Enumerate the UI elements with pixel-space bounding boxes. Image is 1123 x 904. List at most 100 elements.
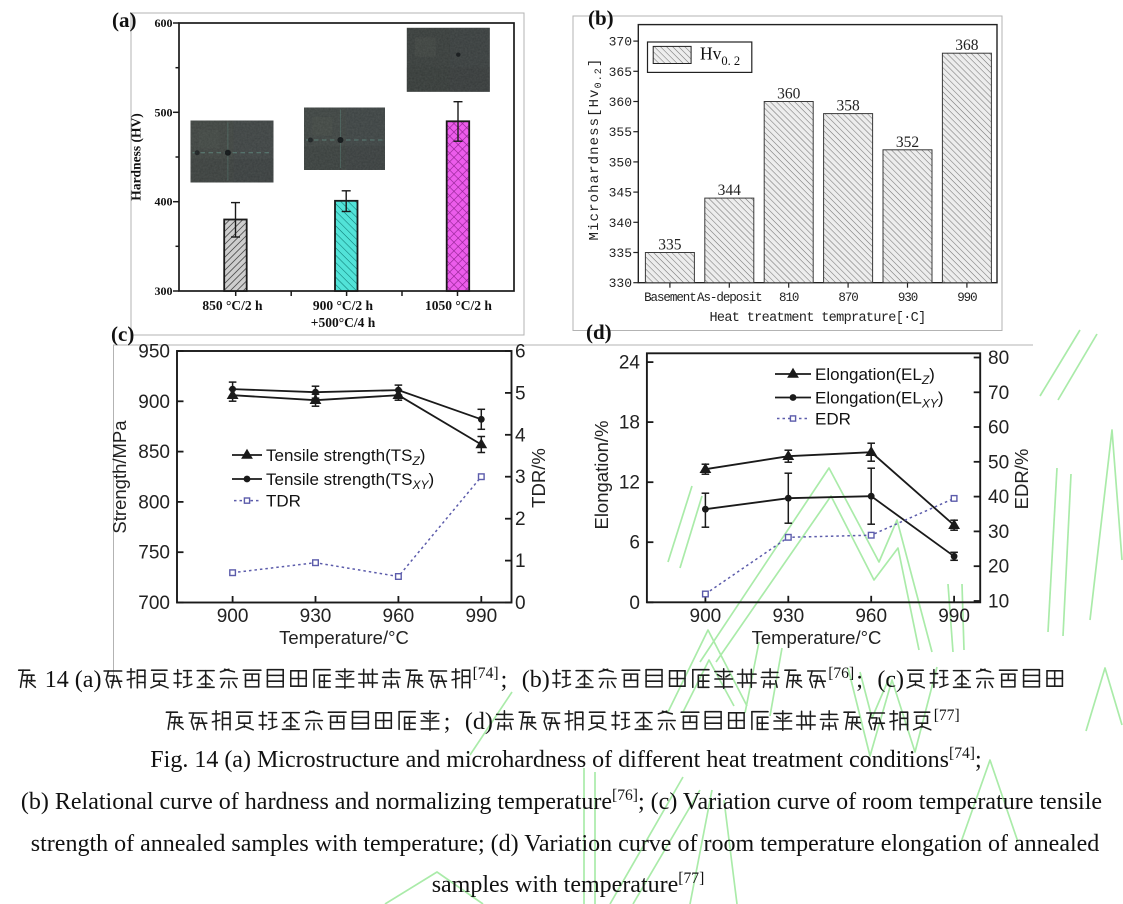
svg-text:365: 365 xyxy=(609,65,632,80)
svg-text:330: 330 xyxy=(609,276,632,291)
svg-text:900 °C/2 h: 900 °C/2 h xyxy=(313,298,374,313)
svg-text:344: 344 xyxy=(718,182,742,199)
svg-text:[76]: [76] xyxy=(612,787,638,804)
svg-text:600: 600 xyxy=(155,16,173,30)
svg-text:Microhardness[Hv0.2]: Microhardness[Hv0.2] xyxy=(587,58,605,241)
svg-text:60: 60 xyxy=(988,418,1009,439)
svg-text:[74]: [74] xyxy=(949,745,975,762)
svg-text:strength of annealed samples w: strength of annealed samples with temper… xyxy=(31,831,1100,857)
svg-text:;: ; xyxy=(856,667,863,693)
svg-text:14 (a): 14 (a) xyxy=(39,667,102,693)
svg-text:24: 24 xyxy=(619,353,641,374)
svg-text:(c): (c) xyxy=(111,322,134,346)
svg-text:6: 6 xyxy=(629,533,640,554)
svg-text:990: 990 xyxy=(938,606,970,627)
svg-text:Elongation(ELXY): Elongation(ELXY) xyxy=(815,389,944,411)
svg-text:5: 5 xyxy=(515,383,526,404)
svg-text:(b): (b) xyxy=(588,6,614,30)
svg-text:360: 360 xyxy=(609,95,632,110)
svg-text:70: 70 xyxy=(988,383,1009,404)
svg-text:900: 900 xyxy=(217,606,249,627)
svg-text:Heat treatment temprature[·C]: Heat treatment temprature[·C] xyxy=(709,311,925,326)
svg-text:Hardness (HV): Hardness (HV) xyxy=(129,113,144,200)
svg-text:1: 1 xyxy=(515,551,526,572)
svg-text:Basement: Basement xyxy=(644,291,696,305)
svg-text:;: ; xyxy=(975,747,982,773)
svg-text:4: 4 xyxy=(515,425,526,446)
svg-text:355: 355 xyxy=(609,125,632,140)
svg-text:(d): (d) xyxy=(586,320,612,344)
svg-text:12: 12 xyxy=(619,473,640,494)
svg-text:30: 30 xyxy=(988,522,1009,543)
svg-text:358: 358 xyxy=(836,98,860,115)
svg-text:[76]: [76] xyxy=(828,665,854,682)
svg-text:750: 750 xyxy=(138,543,170,564)
svg-text:870: 870 xyxy=(838,291,858,305)
svg-text:400: 400 xyxy=(155,195,173,209)
svg-text:350: 350 xyxy=(609,155,632,170)
svg-text:TDR: TDR xyxy=(266,492,301,511)
svg-text:1050 °C/2 h: 1050 °C/2 h xyxy=(425,298,492,313)
svg-text:360: 360 xyxy=(777,86,801,103)
svg-text:0: 0 xyxy=(515,593,526,614)
svg-text:;: ; xyxy=(501,667,508,693)
svg-text:[74]: [74] xyxy=(473,665,499,682)
svg-text:335: 335 xyxy=(609,246,632,261)
svg-text:50: 50 xyxy=(988,452,1009,473)
svg-text:; (c) Variation curve of room: ; (c) Variation curve of room temperatur… xyxy=(638,789,1102,815)
svg-text:(b): (b) xyxy=(522,667,550,693)
svg-text:335: 335 xyxy=(658,237,682,254)
svg-text:930: 930 xyxy=(772,606,804,627)
svg-text:352: 352 xyxy=(896,134,919,151)
svg-text:(d): (d) xyxy=(465,709,493,735)
svg-text:6: 6 xyxy=(515,342,526,363)
svg-text:345: 345 xyxy=(609,186,632,201)
svg-text:850: 850 xyxy=(138,442,170,463)
svg-text:Temperature/°C: Temperature/°C xyxy=(279,627,409,648)
svg-text:2: 2 xyxy=(515,509,526,530)
svg-text:80: 80 xyxy=(988,348,1009,369)
svg-text:340: 340 xyxy=(609,216,632,231)
svg-text:EDR: EDR xyxy=(815,410,851,429)
svg-text:810: 810 xyxy=(779,291,799,305)
svg-text:40: 40 xyxy=(988,487,1009,508)
svg-text:Strength/MPa: Strength/MPa xyxy=(109,420,130,534)
svg-text:0: 0 xyxy=(629,593,640,614)
svg-text:960: 960 xyxy=(855,606,887,627)
svg-text:368: 368 xyxy=(955,37,979,54)
svg-text:900: 900 xyxy=(138,392,170,413)
svg-text:(b) Relational curve of hardne: (b) Relational curve of hardness and nor… xyxy=(21,789,612,815)
svg-text:Elongation/%: Elongation/% xyxy=(591,420,612,529)
svg-text:950: 950 xyxy=(138,342,170,363)
svg-text:Hv0. 2: Hv0. 2 xyxy=(700,44,740,69)
svg-text:samples with temperature: samples with temperature xyxy=(432,872,679,898)
svg-text:TDR/%: TDR/% xyxy=(528,448,549,508)
svg-text:3: 3 xyxy=(515,467,526,488)
svg-text:370: 370 xyxy=(609,35,632,50)
svg-text:990: 990 xyxy=(957,291,977,305)
svg-text:10: 10 xyxy=(988,592,1009,613)
svg-text:(c): (c) xyxy=(877,667,904,693)
svg-text:EDR/%: EDR/% xyxy=(1011,449,1032,510)
svg-text:Tensile strength(TSXY): Tensile strength(TSXY) xyxy=(266,470,434,492)
svg-text:;: ; xyxy=(444,709,451,735)
svg-text:[77]: [77] xyxy=(934,707,960,724)
svg-text:Temperature/°C: Temperature/°C xyxy=(752,627,882,648)
svg-text:Fig. 14 (a) Microstructure and: Fig. 14 (a) Microstructure and microhard… xyxy=(150,747,949,773)
svg-text:300: 300 xyxy=(155,284,173,298)
svg-text:990: 990 xyxy=(465,606,497,627)
svg-text:960: 960 xyxy=(383,606,415,627)
svg-text:930: 930 xyxy=(300,606,332,627)
svg-text:930: 930 xyxy=(898,291,918,305)
svg-text:(a): (a) xyxy=(112,8,137,32)
svg-text:900: 900 xyxy=(690,606,722,627)
svg-text:800: 800 xyxy=(138,492,170,513)
svg-text:+500°C/4 h: +500°C/4 h xyxy=(311,315,376,330)
svg-text:500: 500 xyxy=(155,105,173,119)
svg-text:Elongation(ELZ): Elongation(ELZ) xyxy=(815,365,935,387)
svg-text:700: 700 xyxy=(138,593,170,614)
svg-text:Tensile strength(TSZ): Tensile strength(TSZ) xyxy=(266,446,425,468)
svg-text:As-deposit: As-deposit xyxy=(697,291,762,305)
svg-text:18: 18 xyxy=(619,413,640,434)
svg-text:850 °C/2 h: 850 °C/2 h xyxy=(202,298,263,313)
